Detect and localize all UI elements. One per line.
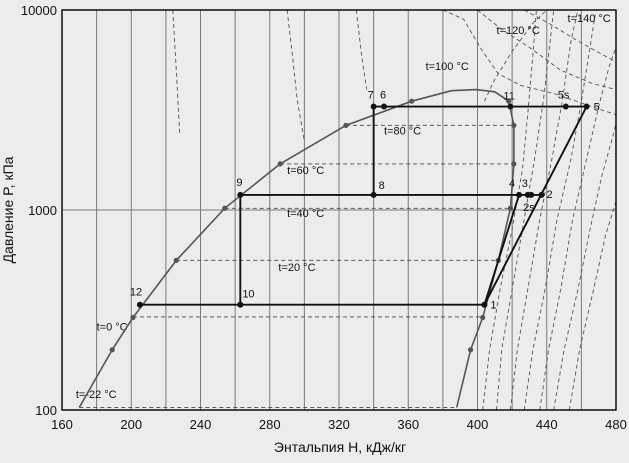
state-point-label: 4	[509, 178, 515, 190]
isotherm-label: t=-22 °C	[76, 389, 117, 401]
isotherm-curve	[355, 9, 368, 90]
state-point	[583, 103, 590, 110]
isotherm-label: t=40 °C	[287, 208, 324, 220]
dome-marker	[173, 257, 179, 263]
state-point	[237, 191, 244, 198]
isotherm-curve	[539, 47, 617, 411]
dome-marker	[506, 98, 512, 104]
state-point	[237, 301, 244, 308]
state-point	[516, 191, 523, 198]
state-point	[538, 191, 545, 198]
isotherm-curve	[477, 9, 617, 91]
x-tick-label: 280	[259, 417, 281, 432]
plot-frame	[61, 9, 617, 411]
dome-marker	[409, 98, 415, 104]
x-tick-label: 360	[397, 417, 419, 432]
grid	[62, 10, 616, 410]
x-tick-label: 320	[328, 417, 350, 432]
x-tick-label: 480	[605, 417, 627, 432]
state-point	[370, 191, 377, 198]
cycle-line	[483, 194, 520, 306]
dome-marker	[467, 347, 474, 353]
y-tick-label: 1000	[28, 203, 57, 218]
state-point	[562, 103, 569, 110]
dome-marker	[109, 347, 115, 353]
x-tick-label: 440	[536, 417, 558, 432]
x-tick-label: 200	[120, 417, 142, 432]
isotherm-label: t=60 °C	[287, 165, 324, 177]
state-point-label: 2	[547, 189, 553, 201]
isotherm-curve	[496, 9, 555, 411]
state-point-label: 5	[594, 102, 600, 114]
isotherm-label: t=20 °C	[278, 262, 315, 274]
state-point	[524, 191, 531, 198]
state-point-label: 3	[522, 178, 528, 190]
dome-marker	[507, 205, 513, 211]
x-tick-label: 240	[190, 417, 212, 432]
state-point-label: 7	[368, 90, 374, 102]
state-point-label: 10	[242, 289, 254, 301]
isotherm-curve	[483, 9, 548, 102]
isotherm-curve	[523, 9, 617, 63]
state-point-label: 9	[236, 177, 242, 189]
state-point	[370, 103, 377, 110]
dome-marker	[130, 314, 136, 321]
state-point-label: 2s	[523, 202, 535, 214]
plot-border	[61, 9, 617, 411]
state-point-label: 8	[379, 180, 385, 192]
dome-marker	[277, 161, 283, 167]
isotherm-label: t=100 °C	[426, 61, 469, 73]
isotherm-label: t=0 °C	[97, 321, 128, 333]
dome-marker	[222, 205, 228, 211]
isotherm-curve	[286, 9, 305, 142]
state-point-label: 11	[503, 91, 514, 103]
x-tick-label: 160	[51, 417, 73, 432]
isotherm-label: t=120 °C	[497, 25, 540, 37]
state-point	[507, 103, 514, 110]
dome-marker	[343, 122, 349, 128]
isotherm-curve	[442, 9, 617, 116]
state-point-label: 1	[490, 300, 496, 312]
state-point-label: 6	[380, 90, 386, 102]
state-point	[381, 103, 388, 110]
cycle	[139, 105, 588, 306]
isotherm-curve	[568, 201, 617, 411]
dome-marker	[511, 122, 517, 128]
isotherm-curve	[523, 14, 596, 411]
y-tick-label: 100	[35, 403, 57, 418]
cycle-line	[483, 106, 588, 306]
isotherm-curve	[509, 9, 579, 411]
state-point	[136, 301, 143, 308]
x-tick-label: 400	[467, 417, 489, 432]
state-point	[481, 301, 488, 308]
x-axis-label: Энтальпия H, кДж/кг	[274, 439, 406, 455]
state-point-label: 12	[130, 287, 142, 299]
dome-marker	[511, 161, 517, 167]
isotherm-label: t=140 °C	[568, 13, 611, 25]
y-axis-label: Давление P, кПа	[0, 156, 16, 263]
isotherm-label: t=80 °C	[384, 126, 421, 138]
dome-marker	[480, 314, 486, 321]
isotherm-curve	[553, 123, 617, 411]
y-tick-label: 10000	[21, 3, 57, 18]
tick-labels: 160 200 240 280 320 360 400 440 480 100 1000 10000	[21, 3, 627, 432]
state-point-label: 5s	[558, 90, 570, 102]
